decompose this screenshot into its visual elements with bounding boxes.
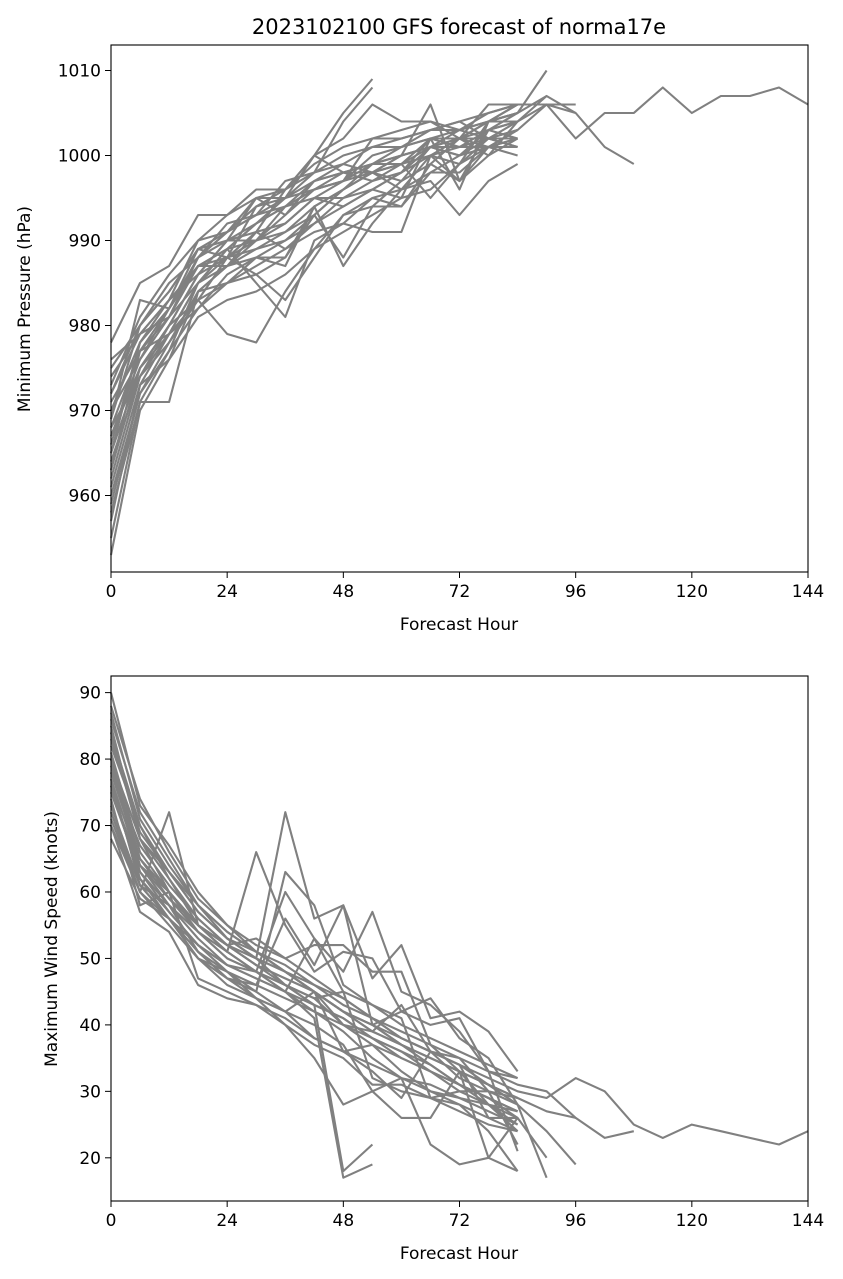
pressure-x-axis-label: Forecast Hour bbox=[400, 615, 518, 635]
x-tick-label: 72 bbox=[449, 1211, 471, 1231]
series-line-19 bbox=[109, 752, 519, 1172]
series-line-20 bbox=[109, 120, 519, 488]
series-line-23 bbox=[110, 137, 518, 437]
x-tick-label: 120 bbox=[676, 1211, 708, 1231]
y-tick-label: 990 bbox=[69, 232, 101, 252]
y-tick-label: 70 bbox=[79, 817, 101, 837]
y-tick-label: 80 bbox=[79, 750, 101, 770]
x-tick-label: 144 bbox=[792, 1211, 824, 1231]
series-line-11 bbox=[110, 811, 519, 1080]
series-line-26 bbox=[109, 758, 519, 1106]
series-line-21 bbox=[110, 825, 519, 1133]
x-tick-label: 24 bbox=[216, 1211, 238, 1231]
y-tick-label: 90 bbox=[79, 684, 101, 704]
x-tick-label: 48 bbox=[333, 582, 355, 602]
series-line-29 bbox=[109, 120, 518, 454]
y-tick-label: 1010 bbox=[58, 62, 101, 82]
series-line-26 bbox=[110, 128, 518, 394]
y-tick-label: 1000 bbox=[58, 147, 101, 167]
pressure-y-axis-label: Minimum Pressure (hPa) bbox=[15, 206, 35, 412]
x-tick-label: 96 bbox=[565, 1211, 587, 1231]
chart-title: 2023102100 GFS forecast of norma17e bbox=[252, 15, 666, 39]
pressure-chart: 2023102100 GFS forecast of norma17e 0 24 4… bbox=[15, 15, 824, 635]
wind-y-axis-label: Maximum Wind Speed (knots) bbox=[42, 811, 62, 1067]
series-line-28 bbox=[109, 732, 518, 1113]
series-line-8 bbox=[110, 103, 518, 386]
series-line-13 bbox=[109, 137, 518, 539]
series-line-17 bbox=[109, 738, 519, 1106]
wind-chart: 0 24 48 72 96 120 144 20 30 40 50 60 70 80 90 Forecas… bbox=[42, 675, 824, 1264]
series-line-18 bbox=[110, 103, 519, 403]
wind-x-axis-label: Forecast Hour bbox=[400, 1244, 518, 1264]
series-line-25 bbox=[109, 128, 518, 471]
x-tick-label: 120 bbox=[676, 582, 708, 602]
y-tick-label: 60 bbox=[79, 883, 101, 903]
x-tick-label: 48 bbox=[333, 1211, 355, 1231]
pressure-series-lines bbox=[109, 69, 809, 556]
series-line-23 bbox=[110, 805, 519, 1152]
y-tick-label: 50 bbox=[79, 949, 101, 969]
y-tick-label: 40 bbox=[79, 1016, 101, 1036]
x-tick-label: 24 bbox=[216, 582, 238, 602]
series-line-16 bbox=[109, 765, 518, 1133]
x-tick-label: 144 bbox=[792, 582, 824, 602]
y-tick-label: 980 bbox=[69, 317, 101, 337]
series-line-27 bbox=[110, 811, 518, 1119]
wind-series-lines bbox=[109, 692, 809, 1179]
series-line-12 bbox=[110, 811, 519, 1073]
series-line-30 bbox=[110, 818, 519, 1173]
x-tick-label: 0 bbox=[106, 582, 117, 602]
wind-y-ticks: 20 30 40 50 60 70 80 90 bbox=[79, 684, 111, 1169]
pressure-y-ticks: 960 970 980 990 1000 1010 bbox=[58, 62, 111, 507]
x-tick-label: 72 bbox=[449, 582, 471, 602]
series-line-30 bbox=[109, 137, 518, 420]
x-tick-label: 96 bbox=[565, 582, 587, 602]
wind-x-ticks: 0 24 48 72 96 120 144 bbox=[106, 1201, 824, 1231]
y-tick-label: 960 bbox=[69, 487, 101, 507]
y-tick-label: 970 bbox=[69, 402, 101, 422]
x-tick-label: 0 bbox=[106, 1211, 117, 1231]
pressure-x-ticks: 0 24 48 72 96 120 144 bbox=[106, 572, 824, 602]
y-tick-label: 20 bbox=[79, 1149, 101, 1169]
series-line-29 bbox=[110, 778, 519, 1146]
y-tick-label: 30 bbox=[79, 1082, 101, 1102]
